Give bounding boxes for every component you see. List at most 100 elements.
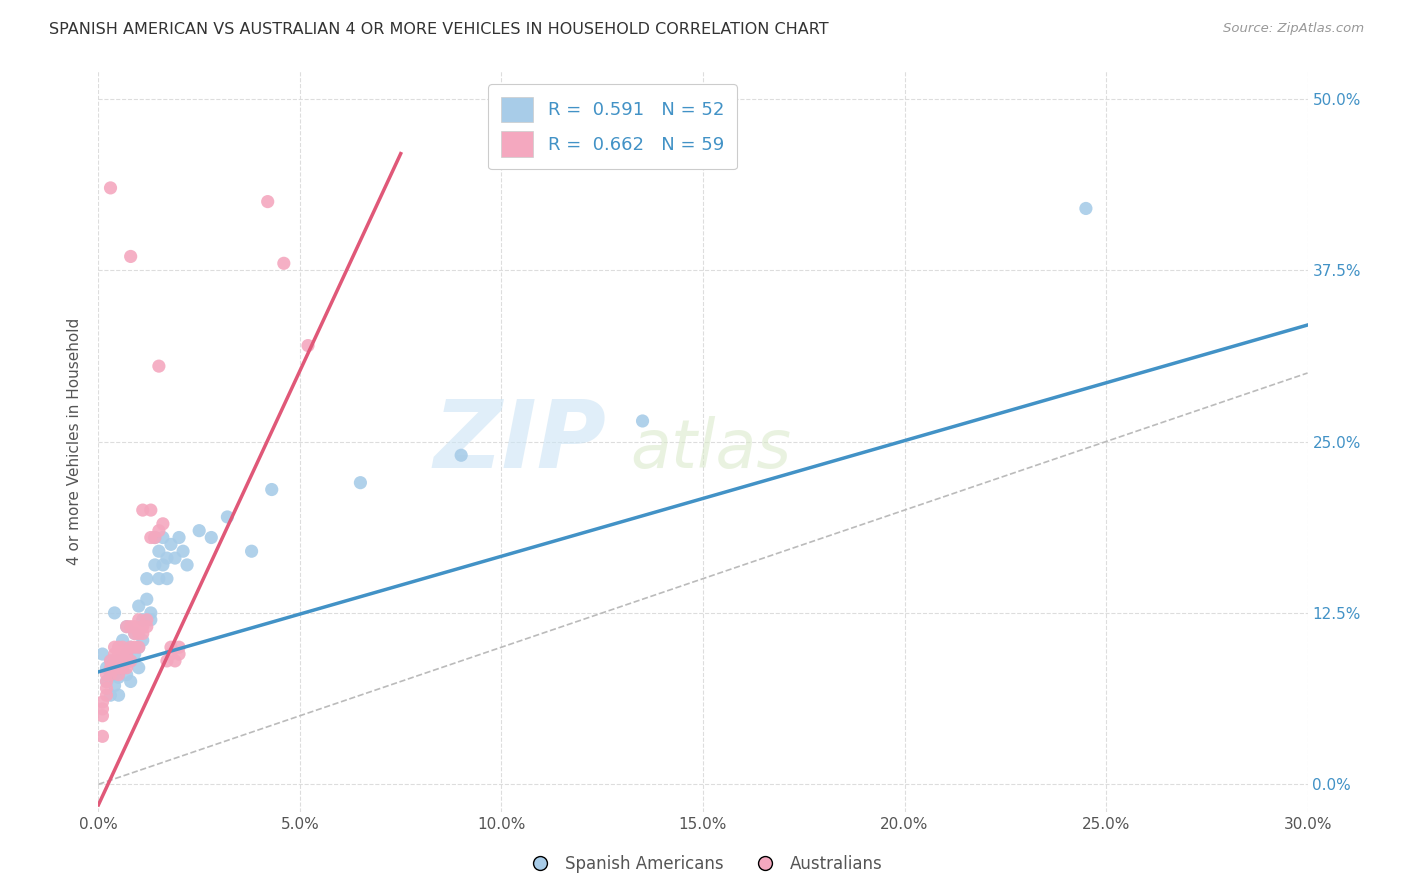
Point xyxy=(631,414,654,428)
Point xyxy=(135,613,157,627)
Point xyxy=(135,572,157,586)
Point xyxy=(100,661,122,675)
Point xyxy=(120,640,142,655)
Point xyxy=(156,654,179,668)
Point xyxy=(120,619,142,633)
Point xyxy=(128,626,150,640)
Point xyxy=(120,654,142,668)
Point xyxy=(107,670,129,684)
Point xyxy=(115,647,138,661)
Point xyxy=(1074,202,1097,216)
Point xyxy=(139,503,162,517)
Point xyxy=(172,544,194,558)
Point xyxy=(115,661,138,675)
Point xyxy=(256,194,278,209)
Point xyxy=(91,708,114,723)
Point xyxy=(103,661,125,675)
Point xyxy=(115,619,138,633)
Point xyxy=(103,654,125,668)
Point xyxy=(103,640,125,655)
Point xyxy=(156,551,179,566)
Legend: R =  0.591   N = 52, R =  0.662   N = 59: R = 0.591 N = 52, R = 0.662 N = 59 xyxy=(488,84,737,169)
Point xyxy=(450,448,472,462)
Point xyxy=(200,531,222,545)
Text: atlas: atlas xyxy=(630,416,792,482)
Point xyxy=(143,558,166,572)
Point xyxy=(115,647,138,661)
Point xyxy=(135,619,157,633)
Point xyxy=(107,661,129,675)
Point xyxy=(163,551,186,566)
Point xyxy=(103,606,125,620)
Point xyxy=(120,674,142,689)
Point xyxy=(148,544,170,558)
Point xyxy=(124,626,146,640)
Point xyxy=(139,606,162,620)
Point xyxy=(148,359,170,373)
Point xyxy=(132,626,155,640)
Y-axis label: 4 or more Vehicles in Household: 4 or more Vehicles in Household xyxy=(67,318,83,566)
Point xyxy=(111,654,134,668)
Point xyxy=(139,613,162,627)
Legend: Spanish Americans, Australians: Spanish Americans, Australians xyxy=(516,848,890,880)
Point xyxy=(107,688,129,702)
Point xyxy=(188,524,211,538)
Point xyxy=(128,599,150,613)
Text: Source: ZipAtlas.com: Source: ZipAtlas.com xyxy=(1223,22,1364,36)
Point xyxy=(148,524,170,538)
Point xyxy=(111,640,134,655)
Point xyxy=(100,688,122,702)
Point xyxy=(217,510,239,524)
Point xyxy=(96,681,118,696)
Point xyxy=(107,647,129,661)
Point xyxy=(120,654,142,668)
Point xyxy=(120,640,142,655)
Point xyxy=(128,661,150,675)
Text: SPANISH AMERICAN VS AUSTRALIAN 4 OR MORE VEHICLES IN HOUSEHOLD CORRELATION CHART: SPANISH AMERICAN VS AUSTRALIAN 4 OR MORE… xyxy=(49,22,828,37)
Point xyxy=(143,531,166,545)
Point xyxy=(107,640,129,655)
Point xyxy=(132,619,155,633)
Point xyxy=(132,613,155,627)
Point xyxy=(111,661,134,675)
Point xyxy=(103,667,125,681)
Point xyxy=(160,537,183,551)
Point xyxy=(240,544,263,558)
Point xyxy=(115,619,138,633)
Point xyxy=(103,679,125,693)
Point xyxy=(167,647,190,661)
Point xyxy=(96,667,118,681)
Point xyxy=(103,647,125,661)
Point xyxy=(152,516,174,531)
Point xyxy=(148,572,170,586)
Point xyxy=(100,654,122,668)
Point xyxy=(124,640,146,655)
Point xyxy=(120,250,142,264)
Point xyxy=(124,647,146,661)
Point xyxy=(176,558,198,572)
Point xyxy=(132,503,155,517)
Point xyxy=(111,633,134,648)
Point xyxy=(111,647,134,661)
Point xyxy=(96,674,118,689)
Point xyxy=(124,626,146,640)
Point xyxy=(107,667,129,681)
Point xyxy=(111,661,134,675)
Point xyxy=(91,695,114,709)
Point xyxy=(91,702,114,716)
Point xyxy=(124,619,146,633)
Point xyxy=(128,640,150,655)
Point xyxy=(100,181,122,195)
Point xyxy=(135,592,157,607)
Point xyxy=(160,647,183,661)
Point xyxy=(96,661,118,675)
Point xyxy=(349,475,371,490)
Point xyxy=(273,256,295,270)
Point xyxy=(167,640,190,655)
Point xyxy=(128,613,150,627)
Point xyxy=(100,654,122,668)
Point xyxy=(156,572,179,586)
Point xyxy=(167,531,190,545)
Point xyxy=(115,667,138,681)
Point xyxy=(139,531,162,545)
